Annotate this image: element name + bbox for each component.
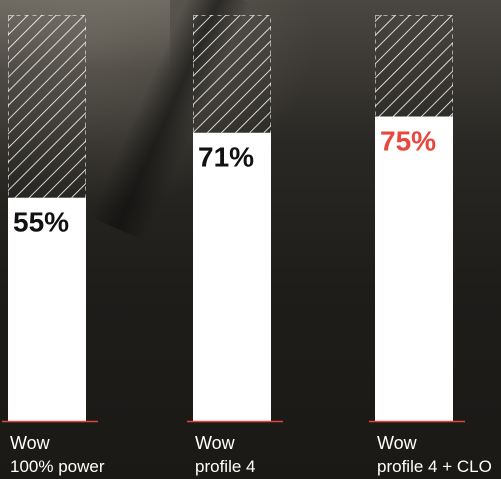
category-label-name: Wow (10, 433, 50, 453)
category-label-name: Wow (195, 433, 235, 453)
bar-remainder-hatch (8, 15, 86, 198)
bar (8, 197, 86, 421)
bar-remainder-hatch (193, 15, 271, 133)
bars-layer: 55% 71% 75% (2, 15, 465, 423)
bar-value-label: 55% (13, 207, 69, 238)
bar-value-label: 71% (198, 142, 254, 173)
category-label-sub: profile 4 (195, 457, 256, 476)
category-label-sub: 100% power (10, 457, 105, 476)
category-label-sub: profile 4 + CLO (377, 457, 492, 476)
bar (193, 132, 271, 422)
category-label-name: Wow (377, 433, 417, 453)
bar-remainder-hatch (375, 15, 453, 117)
bar-value-label: 75% (380, 126, 436, 157)
bar (375, 116, 453, 421)
